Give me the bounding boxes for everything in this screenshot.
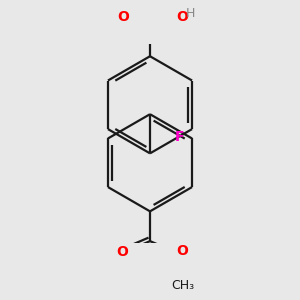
Text: O: O <box>177 244 188 258</box>
Text: O: O <box>117 245 128 259</box>
Text: F: F <box>175 130 184 144</box>
Text: O: O <box>176 10 188 24</box>
Text: O: O <box>117 10 129 24</box>
Text: H: H <box>186 8 195 20</box>
Text: CH₃: CH₃ <box>171 279 194 292</box>
